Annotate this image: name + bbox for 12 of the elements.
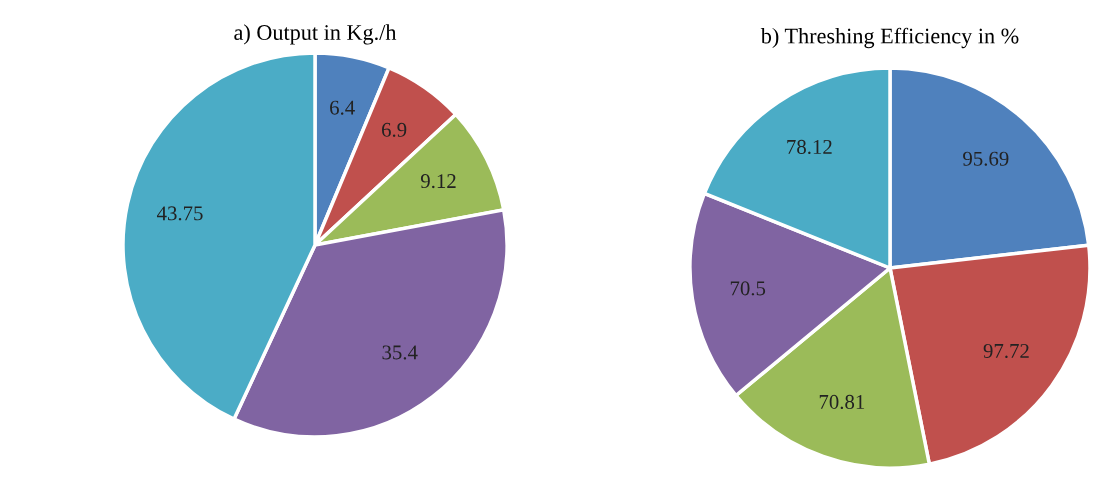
chart-title: a) Output in Kg./h [234,24,397,45]
data-label: 70.81 [819,394,865,410]
data-label: 35.4 [382,345,418,360]
data-label: 70.5 [730,281,766,296]
data-label: 43.75 [156,206,203,221]
data-label: 6.9 [381,122,407,137]
data-label: 78.12 [787,139,832,155]
data-label: 6.4 [330,100,355,115]
data-label: 9.12 [420,174,456,189]
data-label: 97.72 [983,343,1029,359]
chart-title: b) Threshing Efficiency in % [760,27,1019,49]
data-label: 95.69 [963,151,1009,166]
